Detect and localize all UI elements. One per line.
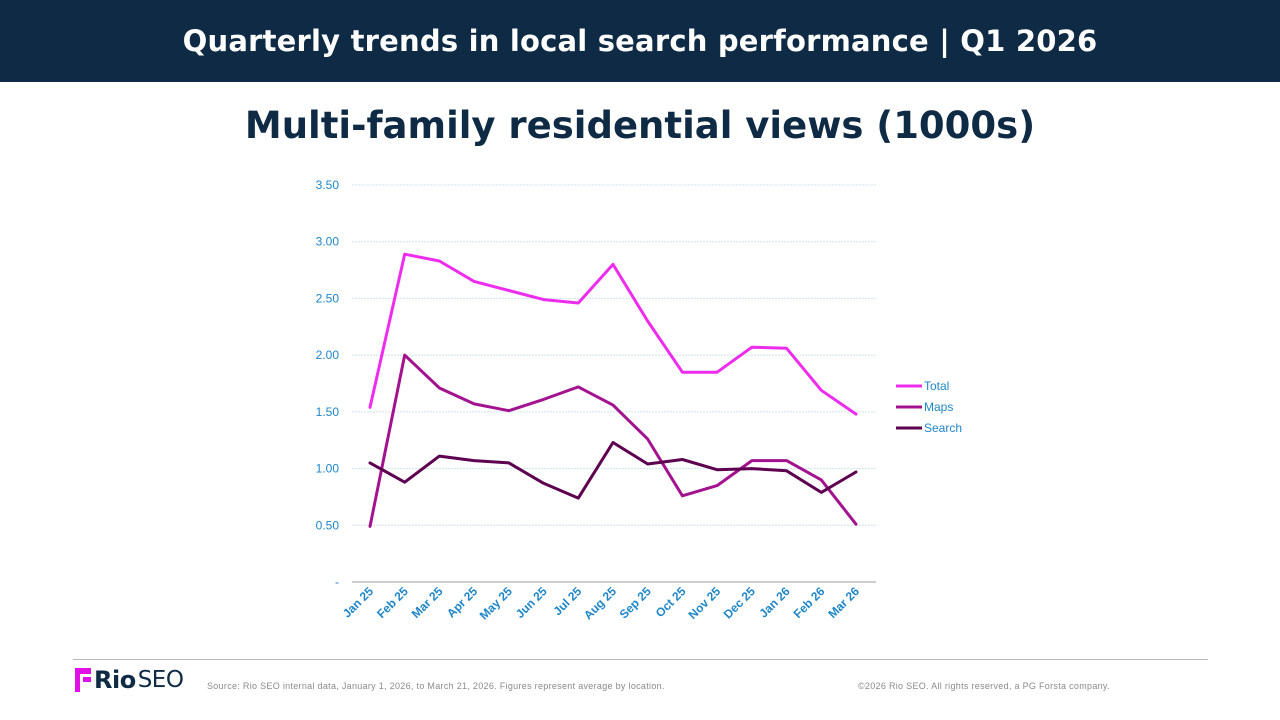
- x-tick-label: Feb 26: [791, 584, 828, 621]
- footer-divider: [73, 659, 1208, 660]
- legend-label-maps: Maps: [924, 400, 953, 414]
- series-line-total: [368, 252, 858, 416]
- x-tick-label: May 25: [477, 584, 515, 622]
- x-tick-label: Jan 26: [756, 584, 793, 621]
- x-tick-label: Nov 25: [686, 584, 724, 622]
- x-tick-label: Jun 25: [513, 584, 550, 621]
- x-tick-label: Mar 25: [409, 584, 446, 621]
- y-tick-label: 3.50: [316, 178, 340, 192]
- chart-title: Multi-family residential views (1000s): [244, 104, 1036, 147]
- header-banner: Quarterly trends in local search perform…: [0, 0, 1280, 82]
- copyright-note: ©2026 Rio SEO. All rights reserved, a PG…: [858, 681, 1110, 691]
- rio-seo-logo: Rio SEO: [75, 665, 184, 695]
- y-tick-label: 0.50: [316, 518, 340, 532]
- rio-seo-logo-mark-icon: [75, 668, 91, 692]
- logo-text-rio: Rio: [94, 666, 136, 694]
- x-tick-label: Mar 26: [825, 584, 862, 621]
- legend-label-total: Total: [924, 379, 949, 393]
- x-tick-label: Jul 25: [550, 584, 584, 618]
- x-tick-label: Oct 25: [653, 584, 689, 620]
- x-tick-label: Feb 25: [374, 584, 411, 621]
- legend-label-search: Search: [924, 421, 962, 435]
- x-tick-label: Sep 25: [617, 584, 654, 621]
- source-note: Source: Rio SEO internal data, January 1…: [207, 681, 665, 691]
- page-title: Quarterly trends in local search perform…: [182, 24, 1098, 58]
- y-tick-label: 3.00: [316, 235, 340, 249]
- x-tick-label: Aug 25: [581, 584, 619, 622]
- y-tick-label: 2.50: [316, 291, 340, 305]
- series-line-search: [368, 441, 858, 500]
- x-tick-label: Apr 25: [444, 584, 481, 621]
- series-line-maps: [368, 353, 858, 528]
- y-tick-label: 1.00: [316, 462, 340, 476]
- logo-text-seo: SEO: [137, 667, 184, 693]
- y-tick-label: -: [335, 575, 339, 589]
- y-tick-label: 2.00: [316, 348, 340, 362]
- y-tick-label: 1.50: [316, 405, 340, 419]
- x-tick-label: Dec 25: [721, 584, 758, 621]
- x-tick-label: Jan 25: [340, 584, 377, 621]
